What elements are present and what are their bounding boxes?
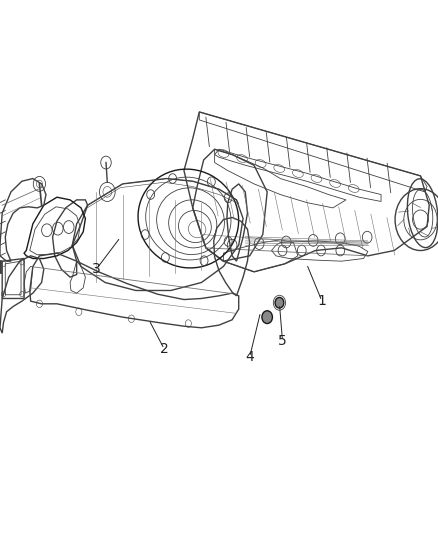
- Circle shape: [262, 311, 272, 324]
- Text: 3: 3: [92, 262, 101, 276]
- Text: 5: 5: [278, 334, 287, 348]
- Text: 1: 1: [318, 294, 326, 308]
- Circle shape: [275, 297, 284, 308]
- Text: 4: 4: [245, 350, 254, 364]
- Text: 2: 2: [160, 342, 169, 356]
